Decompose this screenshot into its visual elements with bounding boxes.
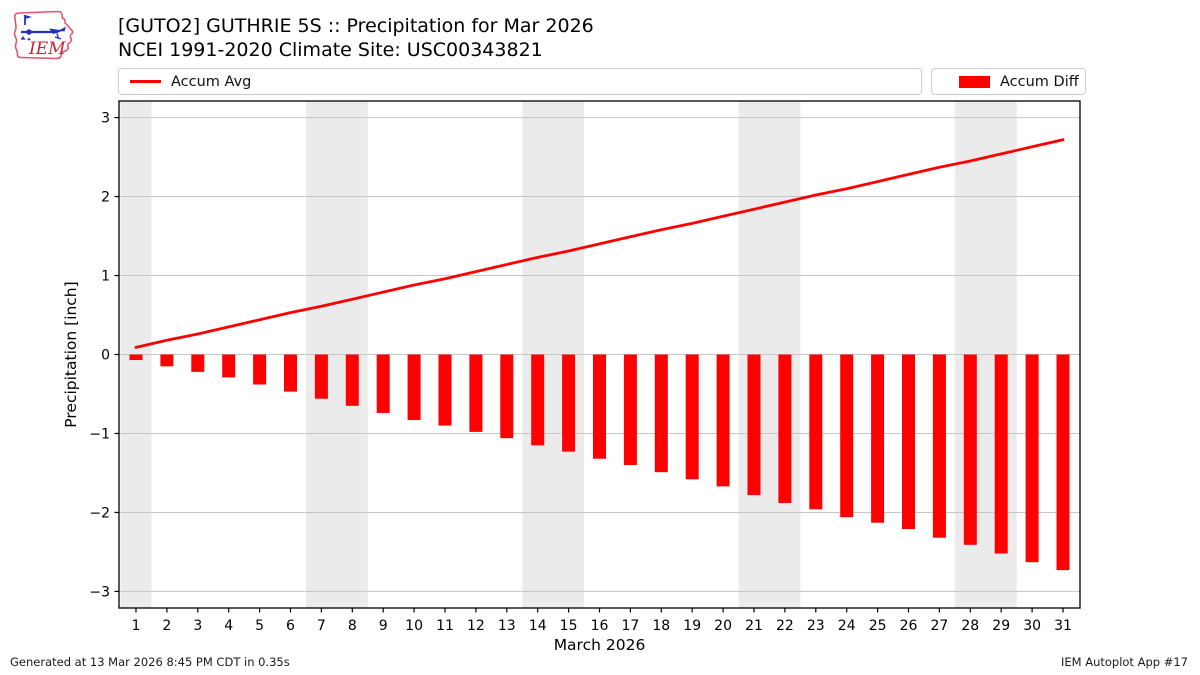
x-tick-label: 14 [529,618,547,634]
iem-logo: IEM [13,10,74,60]
accum-diff-bar [654,354,668,473]
x-tick-label: 27 [930,618,948,634]
accum-avg-line [134,138,1065,349]
accum-diff-bar [809,354,823,510]
x-tick-label: 5 [255,618,264,634]
accum-diff-bar [438,354,452,426]
accum-diff-bar [500,354,514,439]
x-tick-label: 3 [193,618,202,634]
accum-diff-bar [376,354,390,413]
chart-subtitle: NCEI 1991-2020 Climate Site: USC00343821 [118,39,543,61]
accum-diff-bar [407,354,421,421]
accum-diff-bar [1056,354,1070,571]
x-tick-label: 2 [162,618,171,634]
accum-diff-bar [623,354,637,466]
x-tick-label: 24 [838,618,856,634]
accum-diff-bar [593,354,606,459]
iowa-outline-icon [13,10,74,60]
y-tick-label: 0 [101,348,110,364]
y-tick-label: 2 [101,190,110,206]
x-tick-label: 1 [132,618,141,634]
legend-accum-diff: Accum Diff [931,68,1086,95]
y-tick-label: −1 [89,426,110,442]
x-tick-label: 6 [286,618,295,634]
x-tick-label: 17 [621,618,639,634]
accum-diff-bar [253,354,267,385]
accum-diff-bar [531,354,545,446]
x-tick-label: 23 [807,618,825,634]
accum-diff-bar [345,354,359,406]
x-tick-label: 26 [900,618,918,634]
x-axis-label: March 2026 [554,636,646,654]
iem-logo-text: IEM [28,39,66,59]
accum-diff-bar [747,354,761,496]
x-tick-label: 19 [683,618,701,634]
accum-diff-bar [840,354,854,518]
accum-diff-bar [469,354,483,432]
accum-avg-line-swatch [130,80,161,83]
accum-diff-bar [932,354,946,538]
x-tick-label: 28 [961,618,979,634]
x-tick-label: 31 [1054,618,1072,634]
x-tick-label: 20 [714,618,732,634]
x-tick-label: 13 [498,618,516,634]
generated-timestamp: Generated at 13 Mar 2026 8:45 PM CDT in … [10,655,290,669]
title-block: [GUTO2] GUTHRIE 5S :: Precipitation for … [118,14,594,62]
x-tick-label: 7 [317,618,326,634]
accum-diff-bar-swatch [959,75,990,88]
y-tick-label: −2 [89,505,110,521]
x-tick-label: 9 [379,618,388,634]
legend-accum-avg: Accum Avg [118,68,922,95]
x-tick-label: 18 [652,618,670,634]
accum-diff-bar [778,354,792,503]
y-axis-label: Precipitation [inch] [62,281,80,427]
x-tick-label: 16 [591,618,609,634]
x-tick-label: 4 [224,618,233,634]
y-tick-label: −3 [89,584,110,600]
app-credit: IEM Autoplot App #17 [1060,655,1188,669]
accum-avg-label: Accum Avg [171,73,252,90]
accum-diff-bar [562,354,576,452]
x-tick-label: 30 [1023,618,1041,634]
y-tick-label: 3 [101,111,110,127]
accum-diff-bar [871,354,885,523]
accum-diff-bar [283,354,297,392]
accum-diff-bar [994,354,1008,554]
x-tick-label: 15 [560,618,578,634]
x-tick-label: 10 [405,618,423,634]
y-tick-label: 1 [101,269,110,285]
accum-diff-bar [160,354,174,367]
accum-diff-bar [1025,354,1039,563]
x-tick-label: 29 [992,618,1010,634]
x-tick-label: 25 [869,618,887,634]
accum-diff-bar [191,354,205,372]
weather-vane-icon [20,15,66,41]
chart-title: [GUTO2] GUTHRIE 5S :: Precipitation for … [118,15,594,37]
x-tick-label: 8 [348,618,357,634]
accum-diff-bar [963,354,977,545]
accum-diff-bar [685,354,699,480]
accum-diff-bar [902,354,916,530]
accum-diff-bar [129,354,143,361]
x-tick-label: 12 [467,618,485,634]
accum-diff-bar [314,354,328,399]
x-tick-label: 22 [776,618,794,634]
x-tick-label: 21 [745,618,763,634]
x-tick-label: 11 [436,618,454,634]
accum-diff-bar [222,354,236,378]
accum-diff-bar [716,354,730,487]
accum-diff-label: Accum Diff [1000,73,1079,90]
